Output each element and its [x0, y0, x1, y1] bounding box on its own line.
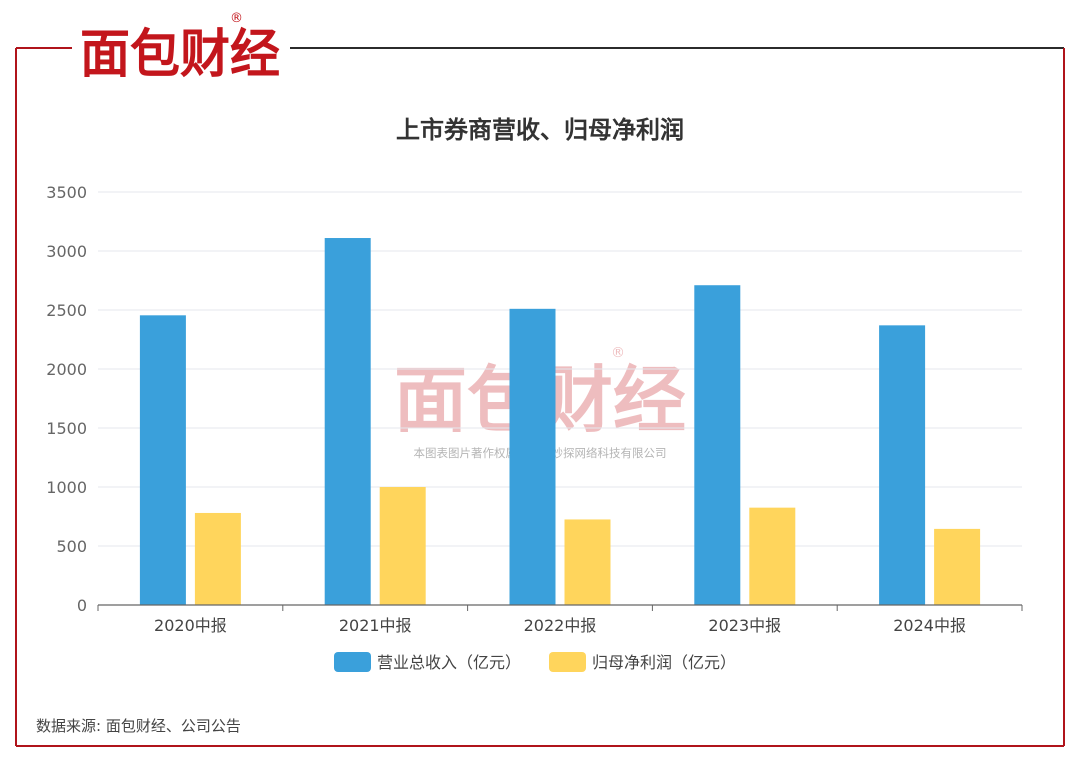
- profit-bar: [564, 519, 611, 605]
- profit-bar: [749, 507, 796, 605]
- y-tick-label: 2500: [46, 301, 87, 320]
- revenue-bar: [694, 285, 741, 605]
- y-tick-label: 3500: [46, 183, 87, 202]
- legend-label: 营业总收入（亿元）: [377, 653, 521, 672]
- border-frame: [15, 47, 1065, 747]
- y-tick-label: 500: [56, 537, 87, 556]
- x-axis: 2020中报 2021中报 2022中报 2023中报 2024中报: [97, 604, 1023, 635]
- y-tick-label: 0: [77, 596, 87, 615]
- y-tick-label: 1500: [46, 419, 87, 438]
- y-tick-label: 2000: [46, 360, 87, 379]
- legend-item-profit[interactable]: 归母净利润（亿元）: [549, 652, 736, 672]
- y-tick-label: 3000: [46, 242, 87, 261]
- y-axis: 0 500 1000 1500 2000 2500 3000 3500: [46, 183, 87, 615]
- profit-bar: [934, 528, 981, 605]
- y-tick-label: 1000: [46, 478, 87, 497]
- legend-item-revenue[interactable]: 营业总收入（亿元）: [334, 652, 521, 672]
- revenue-bar: [139, 315, 186, 605]
- legend-swatch: [334, 652, 371, 672]
- legend-label: 归母净利润（亿元）: [592, 653, 736, 672]
- source-note: 数据来源: 面包财经、公司公告: [36, 717, 241, 735]
- x-tick-label: 2021中报: [339, 616, 412, 635]
- x-tick-label: 2022中报: [524, 616, 597, 635]
- legend: 营业总收入（亿元） 归母净利润（亿元）: [334, 652, 736, 672]
- x-tick-label: 2020中报: [154, 616, 227, 635]
- x-tick-label: 2024中报: [893, 616, 966, 635]
- legend-swatch: [549, 652, 586, 672]
- profit-bar: [379, 487, 426, 605]
- profit-bar: [194, 512, 241, 605]
- brand-registered-mark: ®: [230, 11, 243, 26]
- revenue-bar: [324, 238, 371, 605]
- bars: [139, 238, 981, 605]
- watermark-registered-mark: ®: [611, 345, 625, 361]
- chart-title: 上市券商营收、归母净利润: [396, 116, 684, 144]
- brand-logo: 面包财经 ®: [80, 11, 280, 85]
- revenue-bar: [879, 325, 926, 605]
- grid-lines: [98, 191, 1022, 547]
- x-tick-label: 2023中报: [708, 616, 781, 635]
- revenue-bar: [509, 308, 556, 605]
- brand-logo-text: 面包财经: [80, 25, 280, 85]
